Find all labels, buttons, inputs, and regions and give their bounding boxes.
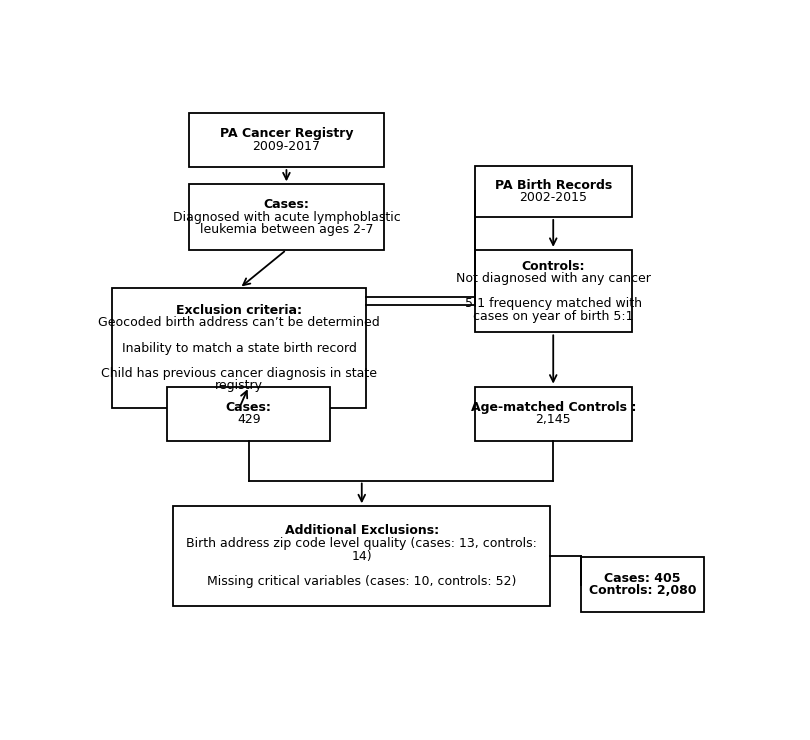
Text: Cases:: Cases:	[226, 401, 271, 414]
Text: Missing critical variables (cases: 10, controls: 52): Missing critical variables (cases: 10, c…	[207, 574, 517, 588]
Text: 2,145: 2,145	[535, 414, 571, 426]
Text: Geocoded birth address can’t be determined: Geocoded birth address can’t be determin…	[99, 317, 380, 329]
Text: leukemia between ages 2-7: leukemia between ages 2-7	[200, 223, 373, 236]
Text: Birth address zip code level quality (cases: 13, controls:: Birth address zip code level quality (ca…	[186, 537, 537, 550]
Text: 5:1 frequency matched with: 5:1 frequency matched with	[465, 297, 642, 310]
Bar	[167, 386, 330, 440]
Text: Additional Exclusions:: Additional Exclusions:	[284, 525, 439, 537]
Bar	[475, 166, 632, 217]
Bar	[475, 386, 632, 440]
Text: cases on year of birth 5:1: cases on year of birth 5:1	[473, 309, 633, 323]
Text: Cases: 405: Cases: 405	[604, 572, 680, 585]
Bar	[581, 557, 704, 611]
Text: 2009-2017: 2009-2017	[253, 140, 321, 153]
Text: Not diagnosed with any cancer: Not diagnosed with any cancer	[456, 272, 650, 285]
Text: registry: registry	[215, 379, 263, 392]
Text: Controls: 2,080: Controls: 2,080	[589, 585, 696, 597]
Text: PA Birth Records: PA Birth Records	[495, 178, 612, 192]
Text: Inability to match a state birth record: Inability to match a state birth record	[122, 342, 356, 354]
Text: Exclusion criteria:: Exclusion criteria:	[177, 304, 302, 317]
Text: Child has previous cancer diagnosis in state: Child has previous cancer diagnosis in s…	[101, 366, 377, 380]
Bar	[173, 506, 550, 606]
Text: Age-matched Controls :: Age-matched Controls :	[471, 401, 636, 414]
Bar	[189, 113, 384, 167]
Text: Controls:: Controls:	[522, 260, 585, 272]
Bar	[189, 184, 384, 250]
Text: 14): 14)	[352, 550, 372, 562]
Bar	[113, 288, 366, 408]
Text: Diagnosed with acute lymphoblastic: Diagnosed with acute lymphoblastic	[173, 210, 400, 223]
Text: PA Cancer Registry: PA Cancer Registry	[220, 127, 353, 141]
Text: Cases:: Cases:	[263, 198, 309, 211]
Bar	[475, 250, 632, 332]
Text: 429: 429	[237, 414, 261, 426]
Text: 2002-2015: 2002-2015	[519, 191, 587, 204]
